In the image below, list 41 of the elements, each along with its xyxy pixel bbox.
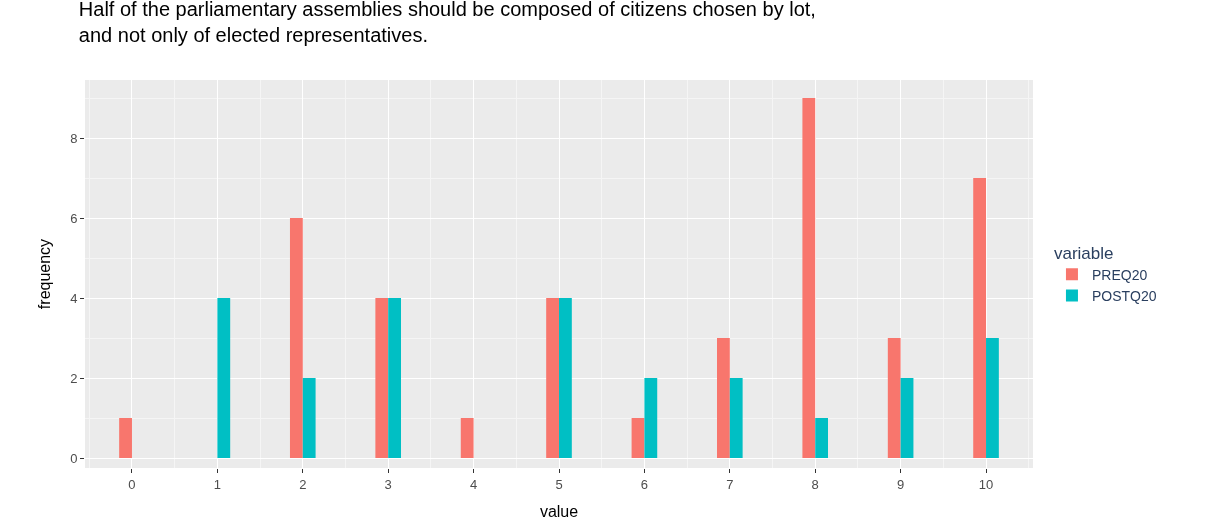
x-tick-label: 9 — [897, 476, 905, 492]
bar — [631, 418, 645, 458]
bar — [119, 418, 132, 458]
x-tick-label: 6 — [640, 476, 649, 492]
bar — [815, 418, 829, 458]
bar — [289, 218, 303, 458]
bar — [375, 298, 389, 458]
x-tick-label: 3 — [384, 476, 392, 492]
chart-title: Half of the parliamentary assemblies should be composed of citizens chosen by lot, and not only of elected representatives. — [78, 0, 816, 46]
x-tick-label: 2 — [299, 476, 307, 492]
bar — [802, 98, 816, 458]
bar — [717, 338, 730, 458]
y-axis-title: frequency — [36, 238, 54, 310]
bar — [986, 338, 999, 458]
bar — [559, 298, 572, 458]
bar — [388, 298, 401, 458]
x-tick-label: 5 — [555, 476, 563, 492]
legend-title: variable — [1053, 243, 1114, 263]
y-tick-label: 6 — [70, 210, 78, 226]
x-tick-label: 4 — [469, 476, 478, 492]
x-axis-title: value — [539, 503, 579, 521]
bar — [302, 378, 316, 458]
x-tick-label: 8 — [811, 476, 819, 492]
y-tick-label: 0 — [70, 450, 78, 466]
bar — [217, 298, 231, 458]
x-tick-label: 10 — [978, 476, 994, 492]
bar — [887, 338, 901, 458]
x-tick-label: 7 — [726, 476, 734, 492]
y-tick-label: 2 — [70, 370, 78, 386]
y-tick-label: 8 — [70, 130, 78, 146]
bar — [460, 418, 474, 458]
x-tick-label: 1 — [213, 476, 221, 492]
legend-label: POSTQ20 — [1091, 287, 1157, 304]
legend-label: PREQ20 — [1091, 266, 1148, 283]
bar — [546, 298, 559, 458]
bar — [644, 378, 658, 458]
bar — [973, 178, 987, 458]
bar — [900, 378, 914, 458]
bar — [729, 378, 743, 458]
y-tick-label: 4 — [70, 290, 78, 306]
x-tick-label: 0 — [128, 476, 136, 492]
